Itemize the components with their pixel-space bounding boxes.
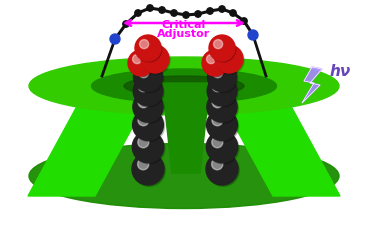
Circle shape [134, 78, 164, 107]
Circle shape [212, 98, 223, 108]
Circle shape [208, 111, 238, 142]
Circle shape [206, 153, 238, 185]
Circle shape [212, 159, 223, 170]
Circle shape [133, 92, 163, 123]
Polygon shape [162, 84, 210, 173]
Circle shape [207, 92, 237, 123]
Circle shape [134, 133, 165, 164]
Circle shape [132, 110, 163, 141]
Circle shape [139, 40, 149, 49]
Circle shape [212, 137, 223, 148]
Circle shape [135, 36, 161, 62]
Circle shape [203, 52, 229, 78]
Circle shape [136, 37, 162, 63]
Text: Critical: Critical [162, 20, 206, 30]
Circle shape [213, 40, 223, 49]
Ellipse shape [124, 77, 244, 97]
Ellipse shape [29, 144, 339, 209]
Circle shape [206, 132, 238, 163]
Circle shape [207, 77, 237, 106]
Circle shape [134, 111, 164, 142]
Circle shape [206, 110, 237, 141]
Circle shape [213, 68, 223, 78]
Circle shape [139, 68, 149, 78]
Circle shape [216, 47, 244, 75]
Text: Adjustor: Adjustor [158, 29, 210, 39]
Circle shape [195, 12, 201, 18]
Circle shape [135, 11, 141, 17]
Circle shape [207, 155, 239, 186]
Circle shape [208, 133, 239, 164]
Circle shape [206, 55, 216, 64]
Circle shape [171, 11, 177, 17]
Circle shape [138, 137, 149, 148]
Circle shape [248, 31, 258, 41]
Circle shape [135, 64, 164, 93]
Circle shape [241, 19, 247, 25]
Ellipse shape [92, 70, 276, 103]
Circle shape [209, 36, 235, 62]
Circle shape [134, 63, 163, 92]
Circle shape [146, 51, 156, 61]
Circle shape [132, 55, 142, 64]
Circle shape [183, 13, 189, 19]
Circle shape [230, 11, 236, 17]
Circle shape [110, 35, 120, 45]
Circle shape [123, 22, 129, 28]
Circle shape [142, 47, 170, 75]
Circle shape [209, 64, 238, 93]
Circle shape [147, 6, 153, 12]
Circle shape [202, 51, 228, 77]
Circle shape [138, 159, 149, 170]
Circle shape [208, 94, 238, 124]
Circle shape [138, 116, 149, 126]
Circle shape [208, 78, 238, 107]
Circle shape [220, 51, 230, 61]
Polygon shape [213, 87, 340, 196]
Ellipse shape [29, 58, 339, 116]
Circle shape [215, 46, 243, 74]
Circle shape [133, 77, 163, 106]
Circle shape [138, 98, 149, 108]
Circle shape [129, 52, 155, 78]
Circle shape [219, 7, 225, 13]
Circle shape [212, 82, 223, 92]
Circle shape [128, 51, 154, 77]
Circle shape [141, 46, 169, 74]
Circle shape [210, 37, 236, 63]
Circle shape [207, 9, 213, 15]
Circle shape [133, 155, 165, 186]
Circle shape [212, 116, 223, 126]
Text: hν: hν [330, 64, 351, 79]
Circle shape [208, 63, 237, 92]
Polygon shape [28, 87, 155, 196]
Circle shape [134, 94, 164, 124]
Circle shape [159, 8, 165, 14]
Circle shape [132, 153, 164, 185]
Circle shape [138, 82, 149, 92]
Polygon shape [302, 68, 322, 103]
Circle shape [132, 132, 164, 163]
